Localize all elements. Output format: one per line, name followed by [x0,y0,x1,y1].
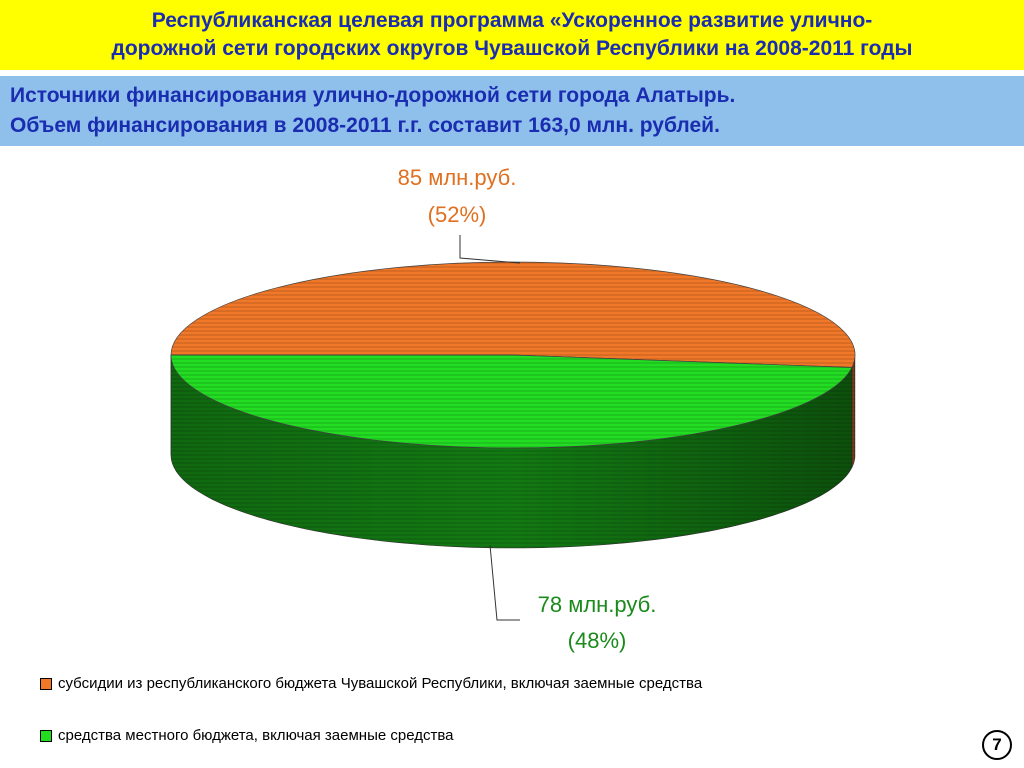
legend-label-1: средства местного бюджета, включая заемн… [58,727,454,744]
leader-line-0 [459,235,521,264]
subtitle-line-1: Источники финансирования улично-дорожной… [10,84,736,107]
pie-slice-texture-1 [171,355,852,449]
pie-side-shade-0 [851,357,855,468]
leader-line-1 [489,544,520,621]
page-number-badge: 7 [982,730,1012,760]
page-title-line-1: Республиканская целевая программа «Ускор… [151,9,873,32]
legend-label-0: субсидии из республиканского бюджета Чув… [58,675,703,692]
legend-item-1: средства местного бюджета, включая заемн… [40,727,454,744]
data-label-value-0: 85 млн.руб. [398,165,517,190]
legend-swatch-orange [40,677,52,690]
title-bar: Республиканская целевая программа «Ускор… [0,0,1024,70]
subtitle-bar: Источники финансирования улично-дорожной… [0,76,1024,146]
pie-chart: 85 млн.руб. (52%) 78 млн.руб. (48%) [170,165,856,653]
data-label-percent-0: (52%) [428,202,487,227]
data-label-percent-1: (48%) [568,628,627,653]
subtitle-line-2: Объем финансирования в 2008-2011 г.г. со… [10,114,720,137]
page-title-line-2: дорожной сети городских округов Чувашско… [111,37,913,60]
legend-item-0: субсидии из республиканского бюджета Чув… [40,675,702,692]
legend-swatch-green [40,729,52,742]
pie-side-shade-1 [171,355,852,548]
data-label-value-1: 78 млн.руб. [538,592,657,617]
pie-slice-texture-0 [171,262,855,368]
